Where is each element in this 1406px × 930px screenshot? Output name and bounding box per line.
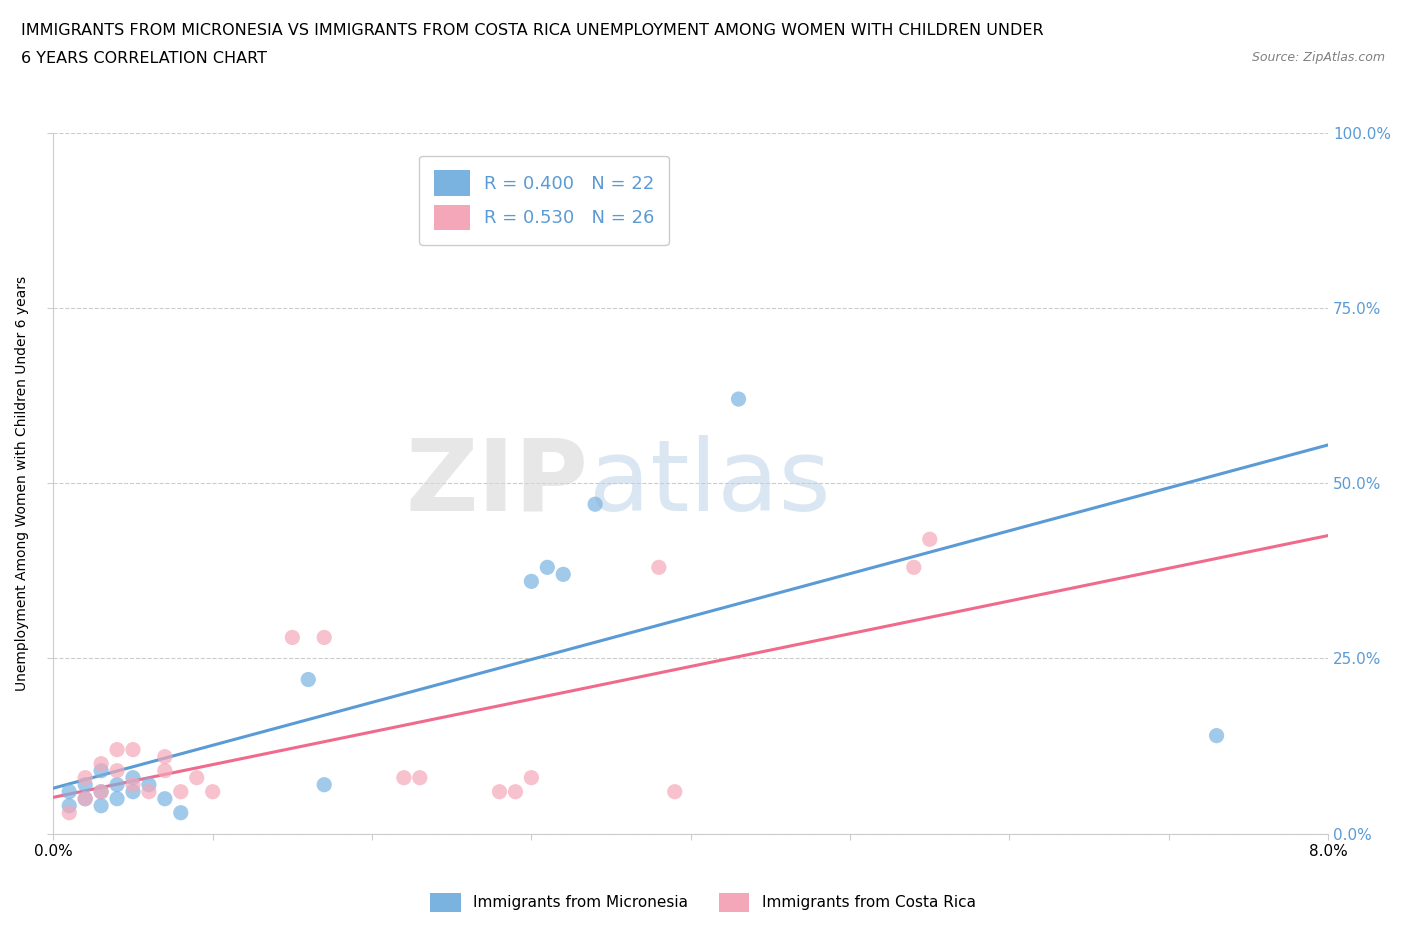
Legend: Immigrants from Micronesia, Immigrants from Costa Rica: Immigrants from Micronesia, Immigrants f… [425,887,981,918]
Y-axis label: Unemployment Among Women with Children Under 6 years: Unemployment Among Women with Children U… [15,275,30,691]
Legend: R = 0.400   N = 22, R = 0.530   N = 26: R = 0.400 N = 22, R = 0.530 N = 26 [419,155,669,245]
Point [186,770,208,785]
Point [281,630,304,644]
Text: IMMIGRANTS FROM MICRONESIA VS IMMIGRANTS FROM COSTA RICA UNEMPLOYMENT AMONG WOME: IMMIGRANTS FROM MICRONESIA VS IMMIGRANTS… [21,23,1043,38]
Point [488,784,510,799]
Text: Source: ZipAtlas.com: Source: ZipAtlas.com [1251,51,1385,64]
Point [727,392,749,406]
Point [90,784,112,799]
Point [90,784,112,799]
Point [153,750,176,764]
Point [75,791,97,806]
Point [122,777,145,792]
Point [122,742,145,757]
Point [90,798,112,813]
Point [138,784,160,799]
Point [903,560,925,575]
Point [918,532,941,547]
Text: atlas: atlas [589,434,831,532]
Point [153,791,176,806]
Point [122,770,145,785]
Point [170,784,193,799]
Point [75,791,97,806]
Point [90,764,112,778]
Point [583,497,606,512]
Point [58,805,80,820]
Point [520,770,543,785]
Point [664,784,686,799]
Point [392,770,415,785]
Text: ZIP: ZIP [406,434,589,532]
Point [105,764,128,778]
Point [105,791,128,806]
Point [314,630,336,644]
Text: 6 YEARS CORRELATION CHART: 6 YEARS CORRELATION CHART [21,51,267,66]
Point [409,770,432,785]
Point [1205,728,1227,743]
Point [505,784,527,799]
Point [536,560,558,575]
Point [75,777,97,792]
Point [297,672,319,687]
Point [553,567,575,582]
Point [75,770,97,785]
Point [58,798,80,813]
Point [138,777,160,792]
Point [105,742,128,757]
Point [122,784,145,799]
Point [90,756,112,771]
Point [648,560,671,575]
Point [170,805,193,820]
Point [153,764,176,778]
Point [58,784,80,799]
Point [105,777,128,792]
Point [520,574,543,589]
Point [314,777,336,792]
Point [201,784,224,799]
